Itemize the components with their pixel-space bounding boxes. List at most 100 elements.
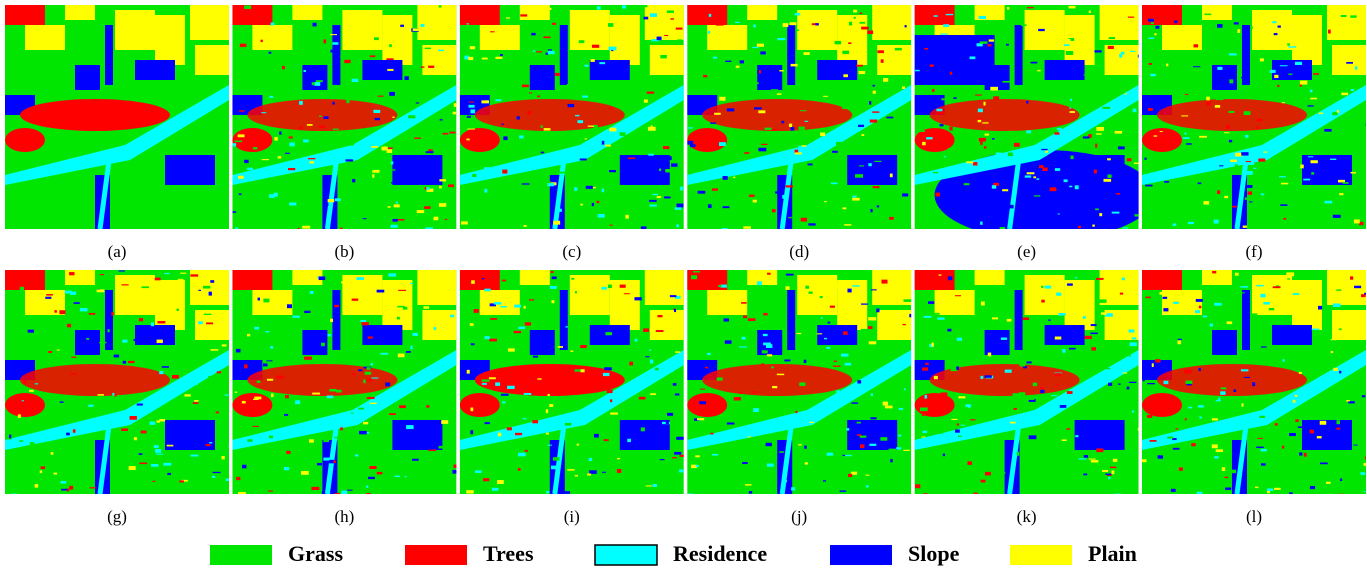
speckle	[557, 209, 562, 212]
speckle	[1023, 317, 1029, 319]
figure: (a)(b)(c)(d)(e)(f)(g)(h)(i)(j)(k)(l)Gras…	[0, 0, 1367, 572]
speckle	[19, 440, 23, 442]
slope-patch	[620, 155, 670, 185]
speckle	[221, 276, 227, 278]
speckle	[1272, 21, 1276, 23]
speckle	[321, 343, 325, 347]
speckle	[371, 378, 378, 379]
speckle	[749, 491, 752, 494]
speckle	[1363, 405, 1367, 408]
speckle	[1214, 220, 1219, 224]
speckle	[641, 226, 647, 229]
speckle	[1295, 62, 1302, 65]
speckle	[795, 13, 801, 15]
speckle	[1270, 70, 1276, 73]
speckle	[134, 339, 142, 341]
speckle	[204, 314, 212, 315]
speckle	[1204, 210, 1208, 211]
slope-patch	[1015, 25, 1023, 85]
speckle	[628, 168, 633, 171]
speckle	[1228, 111, 1234, 113]
speckle	[1055, 337, 1062, 340]
speckle	[1156, 210, 1163, 214]
speckle	[973, 162, 977, 165]
speckle	[796, 29, 799, 30]
speckle	[834, 354, 839, 356]
speckle	[99, 342, 106, 343]
speckle	[936, 109, 942, 112]
trees-patch	[915, 393, 955, 417]
speckle	[868, 317, 876, 320]
speckle	[372, 174, 374, 177]
speckle	[548, 49, 552, 50]
speckle	[330, 319, 333, 322]
speckle	[495, 171, 499, 174]
speckle	[981, 302, 985, 306]
speckle	[979, 138, 986, 142]
speckle	[1158, 455, 1161, 458]
map-layers	[232, 5, 458, 231]
speckle	[500, 54, 503, 56]
speckle	[800, 110, 807, 111]
speckle	[257, 381, 261, 383]
speckle	[1124, 93, 1127, 94]
panel-label: (e)	[1017, 242, 1036, 261]
plain-field	[382, 15, 412, 65]
speckle	[1025, 175, 1031, 177]
speckle	[304, 357, 312, 360]
speckle	[833, 285, 841, 288]
speckle	[1104, 368, 1110, 369]
speckle	[271, 22, 275, 25]
speckle	[404, 76, 408, 80]
speckle	[938, 432, 943, 434]
speckle	[472, 174, 476, 177]
speckle	[1105, 473, 1111, 475]
speckle	[1095, 208, 1099, 210]
speckle	[578, 483, 582, 484]
speckle	[603, 373, 610, 376]
speckle	[1206, 102, 1211, 106]
speckle	[377, 290, 385, 293]
plain-field	[645, 5, 684, 40]
plain-field	[610, 15, 640, 65]
speckle	[397, 317, 400, 320]
speckle	[867, 70, 873, 73]
speckle	[501, 124, 504, 125]
speckle	[1188, 407, 1192, 409]
speckle	[680, 455, 686, 457]
speckle	[1350, 172, 1355, 174]
speckle	[1229, 53, 1237, 55]
speckle	[768, 333, 772, 335]
speckle	[470, 323, 474, 326]
speckle	[604, 367, 612, 370]
speckle	[771, 366, 774, 368]
speckle	[950, 72, 952, 75]
speckle	[1338, 180, 1345, 183]
speckle	[767, 354, 772, 356]
speckle	[648, 154, 654, 156]
speckle	[688, 493, 693, 495]
speckle	[1278, 459, 1283, 462]
speckle	[244, 364, 247, 368]
speckle	[755, 158, 762, 159]
speckle	[700, 389, 705, 390]
plain-field	[1332, 45, 1366, 75]
speckle	[789, 124, 792, 127]
speckle	[904, 299, 912, 302]
speckle	[739, 346, 747, 347]
speckle	[475, 470, 482, 473]
legend-swatch	[1010, 545, 1072, 565]
speckle	[344, 60, 350, 63]
speckle	[1320, 421, 1326, 425]
speckle	[981, 376, 984, 379]
speckle	[1258, 158, 1265, 161]
speckle	[570, 350, 573, 352]
speckle	[546, 53, 549, 55]
speckle	[461, 221, 468, 224]
speckle	[453, 112, 457, 115]
legend-swatch	[830, 545, 892, 565]
speckle	[276, 376, 284, 379]
speckle	[1017, 452, 1019, 456]
speckle	[139, 453, 143, 455]
speckle	[490, 318, 497, 320]
